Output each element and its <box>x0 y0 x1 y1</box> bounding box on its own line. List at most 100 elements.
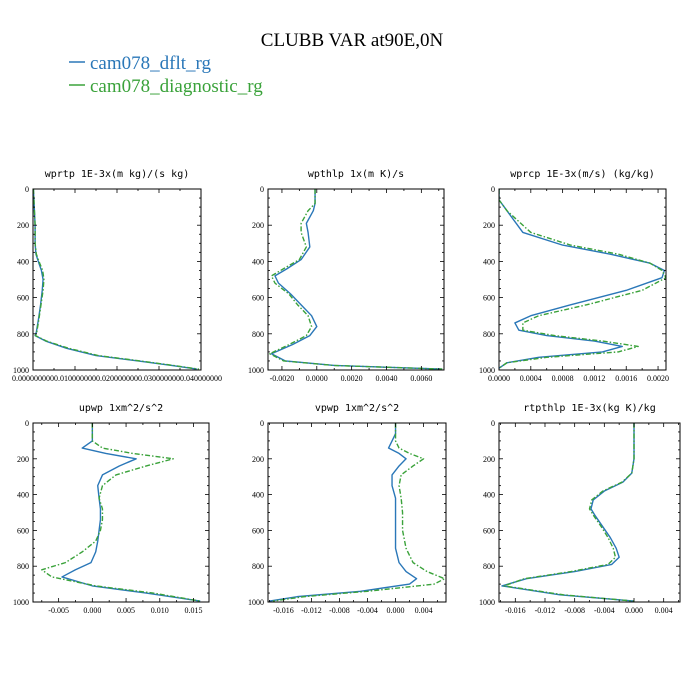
series-line-diagnostic <box>499 189 666 369</box>
panel-3: wprcp 1E-3x(m/s) (kg/kg) 0 200 400 600 800 100… <box>479 169 669 383</box>
y-tick-label: 800 <box>252 562 264 571</box>
x-tick-label: -0.016 <box>505 606 526 615</box>
x-tick-label: 0.010000000 <box>54 374 96 383</box>
x-tick-label: 0.0000 <box>306 374 328 383</box>
x-tick-label: 0.0040 <box>375 374 397 383</box>
plot-area <box>499 189 666 369</box>
y-tick-label: 600 <box>17 294 29 303</box>
y-tick-label: 1000 <box>248 598 264 607</box>
x-tick-label: 0.0004 <box>520 374 542 383</box>
plot-area <box>501 423 635 602</box>
plot-area <box>41 423 201 602</box>
y-tick-label: 800 <box>17 562 29 571</box>
y-tick-label: 200 <box>252 221 264 230</box>
x-tick-label: -0.008 <box>329 606 350 615</box>
x-tick-label: 0.020000000 <box>96 374 138 383</box>
y-tick-label: 200 <box>17 221 29 230</box>
series-line-diagnostic <box>41 423 201 602</box>
plot-frame <box>267 422 447 603</box>
plot-area <box>33 189 199 370</box>
series-line-dflt <box>501 423 635 602</box>
x-tick-label: 0.004 <box>415 606 433 615</box>
panel-title: rtpthlp 1E-3x(kg K)/kg <box>523 403 655 414</box>
series-line-diagnostic <box>272 423 446 602</box>
x-tick-label: -0.016 <box>273 606 294 615</box>
plot-frame <box>32 422 210 603</box>
x-tick-label: -0.012 <box>301 606 322 615</box>
x-tick-label: 0.0060 <box>410 374 432 383</box>
series-line-diagnostic <box>269 189 443 370</box>
x-tick-label: 0.005 <box>117 606 135 615</box>
y-tick-label: 200 <box>483 221 495 230</box>
panel-1: wprtp 1E-3x(m kg)/(s kg) 0 200 400 600 800 100… <box>12 169 222 383</box>
y-tick-label: 400 <box>483 491 495 500</box>
legend-label-dflt: cam078_dflt_rg <box>90 53 212 74</box>
plot-area <box>269 189 443 370</box>
y-tick-label: 0 <box>25 185 29 194</box>
y-tick-label: 600 <box>483 294 495 303</box>
y-tick-label: 1000 <box>479 598 495 607</box>
series-line-dflt <box>269 423 418 602</box>
panel-6: rtpthlp 1E-3x(kg K)/kg 0 200 400 600 800 1000 -… <box>479 403 681 615</box>
panel-title: wpthlp 1x(m K)/s <box>308 169 404 180</box>
panel-title: vpwp 1xm^2/s^2 <box>315 403 399 414</box>
y-tick-label: 400 <box>17 257 29 266</box>
series-line-diagnostic <box>503 423 635 602</box>
plot-area <box>269 423 446 602</box>
y-tick-label: 1000 <box>248 366 264 375</box>
x-tick-label: 0.0000 <box>488 374 510 383</box>
y-tick-label: 0 <box>260 419 264 428</box>
panel-4: upwp 1xm^2/s^2 0 200 400 600 800 1000 -0.005 0.0… <box>13 403 210 615</box>
y-tick-label: 0 <box>491 419 495 428</box>
x-tick-label: 0.0012 <box>583 374 605 383</box>
x-tick-label: -0.004 <box>357 606 378 615</box>
panel-title: wprcp 1E-3x(m/s) (kg/kg) <box>510 169 655 180</box>
y-tick-label: 400 <box>17 491 29 500</box>
x-tick-label: -0.012 <box>535 606 556 615</box>
x-tick-label: 0.0020 <box>647 374 669 383</box>
legend-label-diagnostic: cam078_diagnostic_rg <box>90 76 263 97</box>
plot-frame <box>498 188 667 371</box>
series-line-dflt <box>33 189 197 370</box>
y-tick-label: 200 <box>252 455 264 464</box>
plot-frame <box>32 188 202 371</box>
x-tick-label: 0.004 <box>655 606 673 615</box>
x-tick-label: -0.005 <box>48 606 69 615</box>
series-line-dflt <box>499 189 666 369</box>
series-line-dflt <box>61 423 201 602</box>
x-tick-label: -0.008 <box>564 606 585 615</box>
y-tick-label: 200 <box>17 455 29 464</box>
panels: wprtp 1E-3x(m kg)/(s kg) 0 200 400 600 800 100… <box>12 169 681 615</box>
y-tick-label: 400 <box>252 491 264 500</box>
x-tick-label: 0.015 <box>184 606 202 615</box>
y-tick-label: 600 <box>17 526 29 535</box>
y-tick-label: 1000 <box>13 598 29 607</box>
panel-title: wprtp 1E-3x(m kg)/(s kg) <box>45 169 190 180</box>
x-tick-label: 0.000 <box>83 606 101 615</box>
y-tick-label: 800 <box>483 562 495 571</box>
x-tick-label: 0.030000000 <box>138 374 180 383</box>
x-tick-label: 0.040000000 <box>180 374 222 383</box>
x-tick-label: 0.0020 <box>341 374 363 383</box>
series-line-dflt <box>270 189 443 370</box>
panel-5: vpwp 1xm^2/s^2 0 200 400 600 800 1000 -0.016 -0.… <box>248 403 447 615</box>
plot-frame <box>498 422 681 603</box>
x-tick-label: -0.0020 <box>270 374 295 383</box>
y-tick-label: 1000 <box>13 366 29 375</box>
panel-2: wpthlp 1x(m K)/s 0 200 400 600 800 1000 -0.0020… <box>248 169 445 383</box>
y-tick-label: 200 <box>483 455 495 464</box>
x-tick-label: -0.004 <box>594 606 615 615</box>
y-tick-label: 1000 <box>479 366 495 375</box>
x-tick-label: 0.000 <box>387 606 405 615</box>
y-tick-label: 0 <box>25 419 29 428</box>
x-tick-label: 0.010 <box>151 606 169 615</box>
x-tick-label: 0.0008 <box>552 374 574 383</box>
y-tick-label: 0 <box>260 185 264 194</box>
y-tick-label: 600 <box>483 526 495 535</box>
legend: cam078_dflt_rg cam078_diagnostic_rg <box>69 53 263 97</box>
y-tick-label: 400 <box>252 257 264 266</box>
y-tick-label: 0 <box>491 185 495 194</box>
panel-title: upwp 1xm^2/s^2 <box>79 403 163 414</box>
y-tick-label: 800 <box>17 330 29 339</box>
